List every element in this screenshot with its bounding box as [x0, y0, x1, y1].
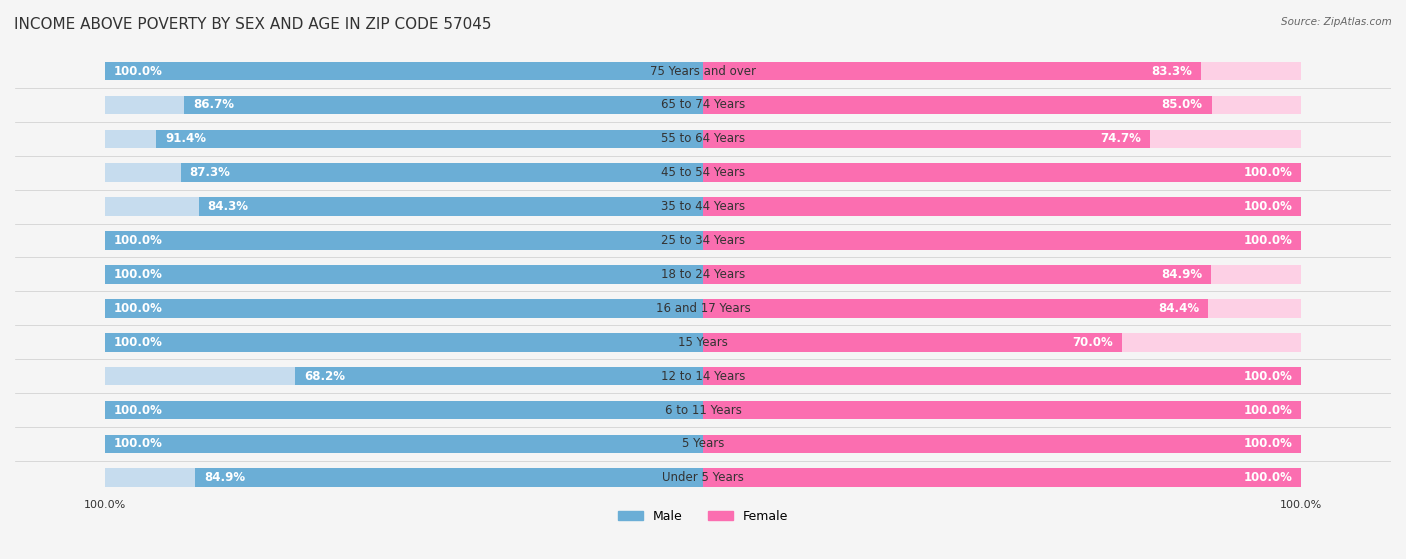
Text: Source: ZipAtlas.com: Source: ZipAtlas.com	[1281, 17, 1392, 27]
Bar	[703, 197, 1302, 216]
Text: 100.0%: 100.0%	[114, 302, 163, 315]
Bar	[198, 197, 703, 216]
Text: 100.0%: 100.0%	[1243, 166, 1292, 179]
Text: 100.0%: 100.0%	[1243, 369, 1292, 382]
Text: 100.0%: 100.0%	[114, 234, 163, 247]
Bar	[703, 163, 1302, 182]
Text: 45 to 54 Years: 45 to 54 Years	[661, 166, 745, 179]
Bar	[104, 434, 703, 453]
Text: 91.4%: 91.4%	[165, 132, 207, 145]
Bar	[181, 163, 703, 182]
Bar	[703, 333, 1302, 352]
Bar	[703, 401, 1302, 419]
Text: 15 Years: 15 Years	[678, 336, 728, 349]
Text: 35 to 44 Years: 35 to 44 Years	[661, 200, 745, 213]
Bar	[104, 163, 703, 182]
Bar	[703, 367, 1302, 386]
Text: 83.3%: 83.3%	[1152, 65, 1192, 78]
Bar	[104, 367, 703, 386]
Bar	[703, 265, 1211, 284]
Text: 100.0%: 100.0%	[1243, 471, 1292, 484]
Bar	[703, 468, 1302, 487]
Text: 18 to 24 Years: 18 to 24 Years	[661, 268, 745, 281]
Text: 84.3%: 84.3%	[208, 200, 249, 213]
Bar	[703, 96, 1302, 114]
Text: 87.3%: 87.3%	[190, 166, 231, 179]
Bar	[104, 333, 703, 352]
Bar	[703, 61, 1302, 80]
Bar	[703, 434, 1302, 453]
Bar	[104, 299, 703, 318]
Text: 100.0%: 100.0%	[114, 268, 163, 281]
Bar	[184, 96, 703, 114]
Text: 100.0%: 100.0%	[114, 404, 163, 416]
Bar	[195, 468, 703, 487]
Bar	[703, 163, 1302, 182]
Bar	[104, 434, 703, 453]
Text: 5 Years: 5 Years	[682, 437, 724, 451]
Bar	[703, 299, 1302, 318]
Bar	[104, 231, 703, 250]
Bar	[703, 130, 1302, 148]
Text: 12 to 14 Years: 12 to 14 Years	[661, 369, 745, 382]
Bar	[703, 231, 1302, 250]
Text: 25 to 34 Years: 25 to 34 Years	[661, 234, 745, 247]
Text: 86.7%: 86.7%	[193, 98, 235, 111]
Text: INCOME ABOVE POVERTY BY SEX AND AGE IN ZIP CODE 57045: INCOME ABOVE POVERTY BY SEX AND AGE IN Z…	[14, 17, 492, 32]
Text: 84.4%: 84.4%	[1157, 302, 1199, 315]
Text: 100.0%: 100.0%	[1243, 234, 1292, 247]
Text: 100.0%: 100.0%	[1243, 404, 1292, 416]
Bar	[156, 130, 703, 148]
Bar	[703, 333, 1122, 352]
Text: 75 Years and over: 75 Years and over	[650, 65, 756, 78]
Text: 84.9%: 84.9%	[204, 471, 245, 484]
Bar	[703, 367, 1302, 386]
Text: 84.9%: 84.9%	[1161, 268, 1202, 281]
Bar	[703, 61, 1201, 80]
Text: 6 to 11 Years: 6 to 11 Years	[665, 404, 741, 416]
Bar	[104, 96, 703, 114]
Bar	[703, 299, 1208, 318]
Bar	[104, 197, 703, 216]
Bar	[104, 333, 703, 352]
Bar	[703, 401, 1302, 419]
Text: 74.7%: 74.7%	[1099, 132, 1140, 145]
Bar	[703, 265, 1302, 284]
Bar	[104, 130, 703, 148]
Bar	[104, 231, 703, 250]
Text: 70.0%: 70.0%	[1071, 336, 1112, 349]
Text: 100.0%: 100.0%	[1243, 437, 1292, 451]
Legend: Male, Female: Male, Female	[613, 505, 793, 528]
Bar	[104, 299, 703, 318]
Text: 65 to 74 Years: 65 to 74 Years	[661, 98, 745, 111]
Text: 16 and 17 Years: 16 and 17 Years	[655, 302, 751, 315]
Bar	[703, 434, 1302, 453]
Bar	[703, 231, 1302, 250]
Text: 55 to 64 Years: 55 to 64 Years	[661, 132, 745, 145]
Bar	[104, 401, 703, 419]
Bar	[703, 197, 1302, 216]
Bar	[703, 96, 1212, 114]
Text: 85.0%: 85.0%	[1161, 98, 1202, 111]
Text: 100.0%: 100.0%	[114, 336, 163, 349]
Bar	[703, 468, 1302, 487]
Text: Under 5 Years: Under 5 Years	[662, 471, 744, 484]
Bar	[104, 401, 703, 419]
Bar	[104, 265, 703, 284]
Text: 100.0%: 100.0%	[1243, 200, 1292, 213]
Text: 68.2%: 68.2%	[304, 369, 344, 382]
Bar	[104, 265, 703, 284]
Text: 100.0%: 100.0%	[114, 437, 163, 451]
Bar	[295, 367, 703, 386]
Bar	[104, 61, 703, 80]
Bar	[104, 61, 703, 80]
Text: 100.0%: 100.0%	[114, 65, 163, 78]
Bar	[104, 468, 703, 487]
Bar	[703, 130, 1150, 148]
